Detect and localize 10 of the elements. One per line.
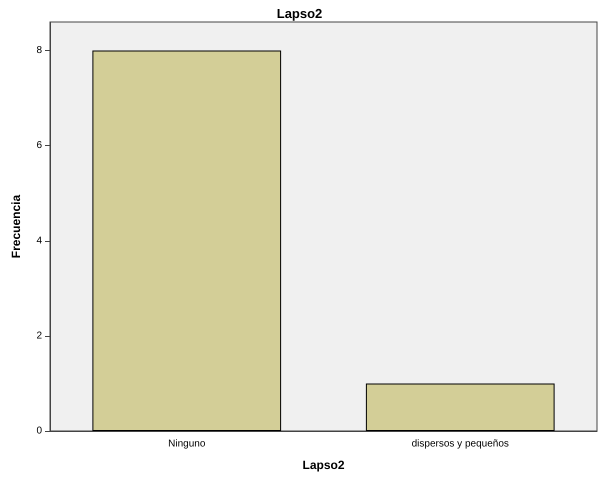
x-tick-label: dispersos y pequeños [412,438,509,450]
y-tick-label: 0 [36,426,42,436]
y-tick-label: 8 [36,45,42,56]
x-axis-title: Lapso2 [302,458,345,472]
x-tick-label: Ninguno [168,438,206,450]
y-tick-label: 4 [36,235,42,246]
y-axis-title: Frecuencia [9,194,23,258]
chart-title: Lapso2 [276,6,322,21]
y-tick-label: 2 [36,330,42,342]
y-tick-label: 6 [36,140,42,152]
